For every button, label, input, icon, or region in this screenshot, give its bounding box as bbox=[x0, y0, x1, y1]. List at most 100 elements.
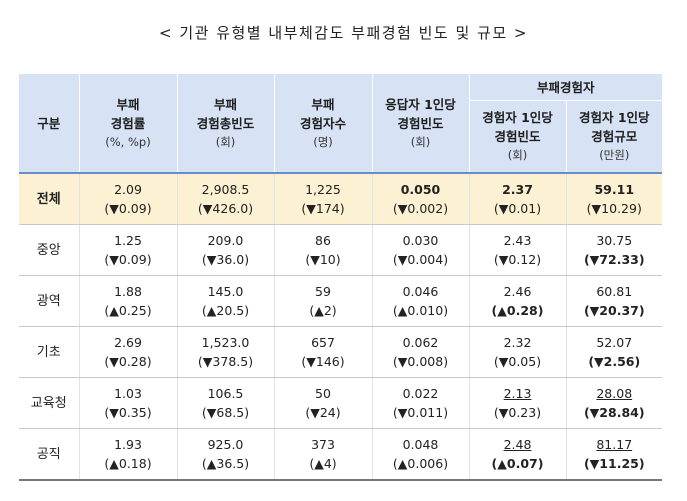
cell-delta: (▼20.37) bbox=[583, 303, 645, 318]
cell: 1.93 (▲0.18) bbox=[78, 428, 177, 481]
cell: 30.75 (▼72.33) bbox=[565, 224, 663, 276]
table-row: 광역 1.88 (▲0.25) 145.0 (▲20.5) 59 (▲2) 0.046… bbox=[19, 275, 663, 327]
cell-value: 0.030 bbox=[402, 233, 439, 248]
cell-value: 373 bbox=[311, 437, 335, 452]
cell-delta: (▼10.29) bbox=[586, 201, 642, 216]
cell: 28.08 (▼28.84) bbox=[565, 377, 663, 429]
cell-delta: (▼0.28) bbox=[104, 354, 152, 369]
header-experienced-count: 부패 경험자수 (명) bbox=[273, 74, 372, 174]
cell: 0.030 (▼0.004) bbox=[371, 224, 469, 276]
cell-value: 2.46 bbox=[503, 284, 532, 299]
cell-delta: (▼0.09) bbox=[104, 252, 152, 267]
cell: 52.07 (▼2.56) bbox=[565, 326, 663, 378]
table-row: 교육청 1.03 (▼0.35) 106.5 (▼68.5) 50 (▼24) 0.0… bbox=[19, 377, 663, 429]
header-unit: (회) bbox=[507, 148, 528, 162]
cell-value: 2.32 bbox=[503, 335, 532, 350]
cell-delta: (▼0.004) bbox=[392, 252, 449, 267]
header-unit: (만원) bbox=[599, 148, 630, 162]
cell: 60.81 (▼20.37) bbox=[565, 275, 663, 327]
header-line: 부패 bbox=[213, 96, 237, 112]
cell-delta: (▼0.01) bbox=[493, 201, 542, 216]
header-line: 경험자 1인당 bbox=[578, 110, 650, 125]
cell: 1,225 (▼174) bbox=[273, 173, 372, 225]
cell-value: 145.0 bbox=[207, 284, 244, 299]
cell-value: 925.0 bbox=[207, 437, 244, 452]
cell: 0.062 (▼0.008) bbox=[371, 326, 469, 378]
cell-value: 1.93 bbox=[114, 437, 142, 452]
cell-delta: (▼174) bbox=[301, 201, 345, 216]
table-row: 공직 1.93 (▲0.18) 925.0 (▲36.5) 373 (▲4) 0.04… bbox=[19, 428, 663, 481]
cell: 2.09 (▼0.09) bbox=[78, 173, 177, 225]
cell: 0.046 (▲0.010) bbox=[371, 275, 469, 327]
cell: 59.11 (▼10.29) bbox=[565, 173, 663, 225]
cell: 106.5 (▼68.5) bbox=[176, 377, 274, 429]
cell-delta: (▼0.09) bbox=[104, 201, 152, 216]
header-line: 경험빈도 bbox=[494, 129, 541, 144]
cell-delta: (▲4) bbox=[309, 456, 337, 471]
cell-delta: (▼28.84) bbox=[583, 405, 645, 420]
table-row: 중앙 1.25 (▼0.09) 209.0 (▼36.0) 86 (▼10) 0.03… bbox=[19, 224, 663, 276]
cell-value: 2.48 bbox=[503, 437, 532, 452]
row-label: 교육청 bbox=[19, 377, 79, 429]
cell-value: 0.050 bbox=[400, 182, 441, 197]
cell: 86 (▼10) bbox=[273, 224, 372, 276]
cell-value: 1.88 bbox=[114, 284, 142, 299]
cell-value: 2.09 bbox=[114, 182, 142, 197]
cell: 2.69 (▼0.28) bbox=[78, 326, 177, 378]
cell-value: 86 bbox=[315, 233, 331, 248]
header-unit: (명) bbox=[313, 134, 333, 149]
cell: 59 (▲2) bbox=[273, 275, 372, 327]
cell-value: 28.08 bbox=[596, 386, 633, 401]
row-label: 전체 bbox=[19, 173, 79, 225]
cell-value: 2.37 bbox=[502, 182, 533, 197]
cell: 2.43 (▼0.12) bbox=[468, 224, 566, 276]
header-total-frequency: 부패 경험총빈도 (회) bbox=[176, 74, 274, 174]
cell-delta: (▼24) bbox=[305, 405, 341, 420]
cell-delta: (▲0.18) bbox=[104, 456, 152, 471]
cell-value: 0.022 bbox=[402, 386, 439, 401]
cell-delta: (▼11.25) bbox=[583, 456, 645, 471]
cell-delta: (▼0.12) bbox=[493, 252, 542, 267]
cell: 1.03 (▼0.35) bbox=[78, 377, 177, 429]
cell-value: 2.43 bbox=[503, 233, 532, 248]
cell-delta: (▲2) bbox=[309, 303, 337, 318]
cell: 1,523.0 (▼378.5) bbox=[176, 326, 274, 378]
header-category: 구분 bbox=[19, 74, 79, 174]
cell: 145.0 (▲20.5) bbox=[176, 275, 274, 327]
cell-delta: (▲0.28) bbox=[491, 303, 544, 318]
header-line: 경험규모 bbox=[591, 129, 638, 144]
cell-value: 0.046 bbox=[402, 284, 439, 299]
cell: 373 (▲4) bbox=[273, 428, 372, 481]
cell: 2.46 (▲0.28) bbox=[468, 275, 566, 327]
cell-delta: (▲0.006) bbox=[392, 456, 449, 471]
cell: 2.13 (▼0.23) bbox=[468, 377, 566, 429]
cell-delta: (▼68.5) bbox=[201, 405, 250, 420]
cell-delta: (▼0.002) bbox=[392, 201, 449, 216]
cell: 0.050 (▼0.002) bbox=[371, 173, 469, 225]
header-line: 경험률 bbox=[110, 115, 146, 131]
table-title: < 기관 유형별 내부체감도 부패경험 빈도 및 규모 > bbox=[159, 24, 528, 42]
table-row-total: 전체 2.09 (▼0.09) 2,908.5 (▼426.0) 1,225 (▼17… bbox=[19, 173, 663, 225]
header-line: 부패 bbox=[311, 96, 335, 112]
row-label: 광역 bbox=[19, 275, 79, 327]
header-group-experienced: 부패경험자 bbox=[468, 74, 663, 101]
cell-delta: (▼0.35) bbox=[104, 405, 152, 420]
cell-delta: (▲0.07) bbox=[491, 456, 544, 471]
cell: 0.048 (▲0.006) bbox=[371, 428, 469, 481]
header-per-experienced-scale: 경험자 1인당 경험규모 (만원) bbox=[565, 100, 663, 174]
cell-delta: (▼146) bbox=[301, 354, 345, 369]
cell: 2.37 (▼0.01) bbox=[468, 173, 566, 225]
cell-value: 2.13 bbox=[503, 386, 532, 401]
cell-value: 2,908.5 bbox=[201, 182, 250, 197]
cell-value: 52.07 bbox=[596, 335, 633, 350]
cell-value: 81.17 bbox=[596, 437, 633, 452]
cell: 0.022 (▼0.011) bbox=[371, 377, 469, 429]
cell-value: 1,225 bbox=[305, 182, 341, 197]
header-line: 경험총빈도 bbox=[196, 115, 255, 131]
header-line: 부패 bbox=[116, 96, 140, 112]
row-label: 중앙 bbox=[19, 224, 79, 276]
cell-value: 0.048 bbox=[402, 437, 439, 452]
row-label: 기초 bbox=[19, 326, 79, 378]
cell: 2,908.5 (▼426.0) bbox=[176, 173, 274, 225]
cell-value: 1.03 bbox=[114, 386, 142, 401]
